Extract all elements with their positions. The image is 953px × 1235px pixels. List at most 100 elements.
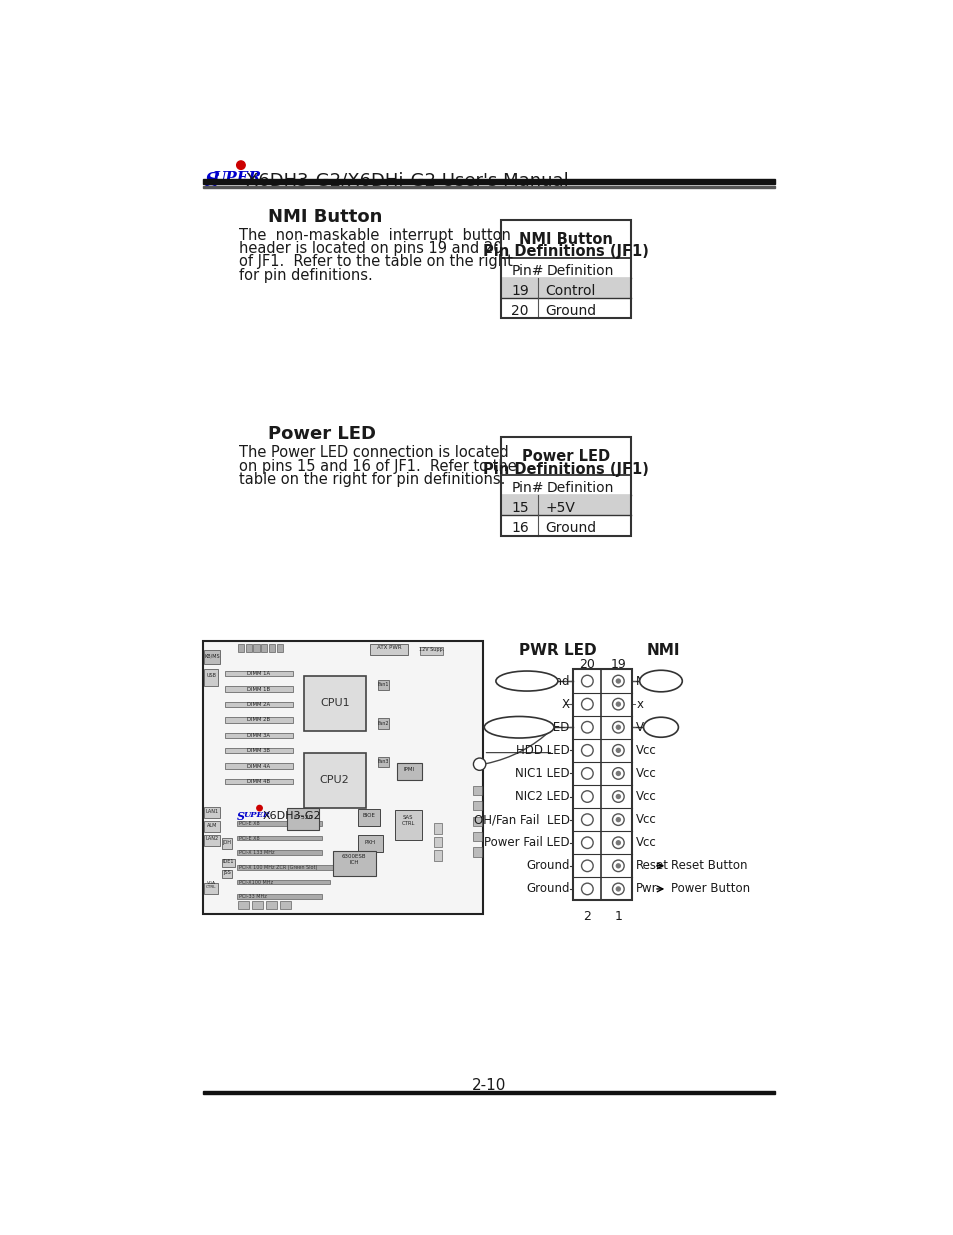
Text: UPER: UPER	[243, 811, 270, 819]
Circle shape	[256, 805, 262, 811]
Text: table on the right for pin definitions.: table on the right for pin definitions.	[239, 472, 505, 487]
Text: 15: 15	[511, 501, 529, 515]
Text: PCI-E X8: PCI-E X8	[238, 821, 259, 826]
Circle shape	[615, 701, 620, 706]
Text: 19: 19	[511, 284, 529, 298]
Text: of JF1.  Refer to the table on the right: of JF1. Refer to the table on the right	[239, 254, 513, 269]
Bar	[472, 832, 481, 841]
Bar	[279, 902, 291, 909]
Bar	[434, 823, 441, 834]
Bar	[224, 687, 293, 692]
Text: S: S	[204, 172, 219, 191]
Text: ATX PWR: ATX PWR	[376, 646, 401, 651]
Text: 20: 20	[578, 658, 595, 671]
Bar	[573, 669, 632, 900]
Text: Vcc: Vcc	[636, 767, 657, 781]
Circle shape	[612, 883, 623, 894]
Circle shape	[612, 768, 623, 779]
Bar	[434, 851, 441, 861]
Circle shape	[581, 745, 593, 756]
Text: LAN2: LAN2	[206, 836, 218, 841]
Text: NIC2 LED: NIC2 LED	[515, 790, 569, 803]
Text: BIOE: BIOE	[362, 814, 375, 819]
Bar	[237, 645, 244, 652]
Circle shape	[581, 721, 593, 734]
Text: X6DH3-G2/X6DHi-G2 User's Manual: X6DH3-G2/X6DHi-G2 User's Manual	[246, 172, 569, 189]
Text: NMI: NMI	[647, 674, 674, 688]
Circle shape	[581, 814, 593, 825]
Circle shape	[612, 837, 623, 848]
FancyArrowPatch shape	[486, 729, 552, 763]
Bar	[224, 748, 293, 753]
Text: 16: 16	[511, 521, 529, 535]
Circle shape	[581, 790, 593, 803]
Circle shape	[615, 863, 620, 868]
Text: Power LED: Power LED	[521, 450, 609, 464]
Text: ALM: ALM	[207, 823, 217, 827]
Text: The  non-maskable  interrupt  button: The non-maskable interrupt button	[239, 228, 511, 243]
Text: Ground: Ground	[525, 674, 569, 688]
Text: Fan2: Fan2	[377, 721, 389, 726]
Bar	[396, 763, 421, 779]
Text: IPMI: IPMI	[403, 767, 415, 772]
Bar	[221, 839, 233, 848]
Text: Power Fail LED: Power Fail LED	[483, 836, 569, 850]
Text: x: x	[636, 698, 642, 710]
Text: PXH: PXH	[364, 840, 375, 845]
Text: NMI Button: NMI Button	[518, 232, 612, 247]
Text: Vcc: Vcc	[636, 790, 657, 803]
Text: DIMM 4A: DIMM 4A	[247, 763, 270, 768]
Text: The Power LED connection is located: The Power LED connection is located	[239, 446, 509, 461]
Bar	[224, 763, 293, 769]
Text: Reset Button: Reset Button	[670, 860, 747, 872]
Bar	[252, 902, 262, 909]
Text: JSS: JSS	[223, 871, 231, 876]
Bar	[253, 645, 259, 652]
Circle shape	[615, 678, 620, 684]
Bar	[357, 809, 379, 826]
Text: SAS
CTRL: SAS CTRL	[401, 815, 415, 826]
Bar	[500, 278, 630, 299]
Circle shape	[612, 745, 623, 756]
Text: Fan1: Fan1	[377, 683, 389, 688]
Circle shape	[612, 721, 623, 734]
Text: LAN1: LAN1	[206, 809, 218, 814]
Text: 1: 1	[614, 910, 621, 923]
Circle shape	[615, 794, 620, 799]
Text: Pin Definitions (JF1): Pin Definitions (JF1)	[482, 462, 648, 477]
Text: Pwr: Pwr	[636, 883, 658, 895]
Text: 20: 20	[511, 304, 528, 317]
Bar	[224, 718, 293, 722]
Circle shape	[612, 860, 623, 872]
Text: Control: Control	[545, 284, 596, 298]
Circle shape	[615, 840, 620, 846]
Text: NMI Button: NMI Button	[268, 209, 382, 226]
Text: Ground: Ground	[525, 883, 569, 895]
Bar	[369, 645, 408, 655]
Text: Pin#: Pin#	[511, 264, 543, 278]
Text: Pin Definitions (JF1): Pin Definitions (JF1)	[482, 245, 648, 259]
Bar	[276, 645, 282, 652]
Text: Reset: Reset	[636, 860, 668, 872]
Text: NIC1 LED: NIC1 LED	[515, 767, 569, 781]
Circle shape	[615, 771, 620, 776]
Text: DIMM 2B: DIMM 2B	[247, 718, 270, 722]
Bar	[203, 1091, 774, 1094]
Text: Vcc: Vcc	[649, 721, 672, 734]
Circle shape	[615, 725, 620, 730]
Bar	[333, 851, 375, 876]
Text: Vcc: Vcc	[636, 836, 657, 850]
Text: 19: 19	[610, 658, 625, 671]
Text: Ground: Ground	[525, 860, 569, 872]
Ellipse shape	[639, 671, 681, 692]
Text: Fan3: Fan3	[377, 760, 389, 764]
Text: E7520: E7520	[293, 815, 313, 820]
Bar	[236, 894, 322, 899]
Text: S: S	[236, 811, 245, 823]
Text: KB/MS: KB/MS	[204, 653, 220, 658]
Circle shape	[615, 887, 620, 892]
Bar	[377, 718, 389, 729]
Text: PCI-X 100 MHz ZCR (Green Slot): PCI-X 100 MHz ZCR (Green Slot)	[238, 864, 316, 869]
Text: +5V: +5V	[545, 501, 575, 515]
Text: HDD LED: HDD LED	[516, 743, 569, 757]
